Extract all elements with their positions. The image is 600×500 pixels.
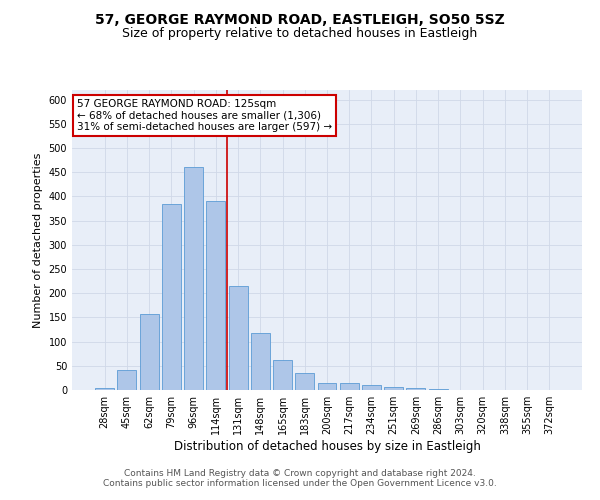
Text: Contains HM Land Registry data © Crown copyright and database right 2024.: Contains HM Land Registry data © Crown c… (124, 468, 476, 477)
Bar (118, 370, 136, 390)
Text: Contains public sector information licensed under the Open Government Licence v3: Contains public sector information licen… (103, 478, 497, 488)
Bar (162, 204, 181, 390)
Bar (95, 388, 114, 390)
Bar (140, 314, 158, 390)
Bar (406, 388, 425, 390)
Bar (273, 360, 292, 390)
Bar (229, 286, 248, 390)
Text: Size of property relative to detached houses in Eastleigh: Size of property relative to detached ho… (122, 28, 478, 40)
Bar (206, 202, 225, 390)
Bar (340, 383, 359, 390)
Y-axis label: Number of detached properties: Number of detached properties (33, 152, 43, 328)
Bar (295, 373, 314, 390)
Bar (317, 382, 337, 390)
Bar (362, 385, 381, 390)
Text: 57 GEORGE RAYMOND ROAD: 125sqm
← 68% of detached houses are smaller (1,306)
31% : 57 GEORGE RAYMOND ROAD: 125sqm ← 68% of … (77, 99, 332, 132)
Text: 57, GEORGE RAYMOND ROAD, EASTLEIGH, SO50 5SZ: 57, GEORGE RAYMOND ROAD, EASTLEIGH, SO50… (95, 12, 505, 26)
Bar (251, 333, 270, 390)
Bar (184, 168, 203, 390)
Bar (384, 386, 403, 390)
X-axis label: Distribution of detached houses by size in Eastleigh: Distribution of detached houses by size … (173, 440, 481, 453)
Bar (429, 389, 448, 390)
